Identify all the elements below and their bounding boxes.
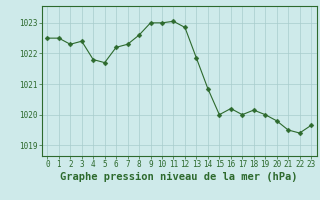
X-axis label: Graphe pression niveau de la mer (hPa): Graphe pression niveau de la mer (hPa) [60,172,298,182]
